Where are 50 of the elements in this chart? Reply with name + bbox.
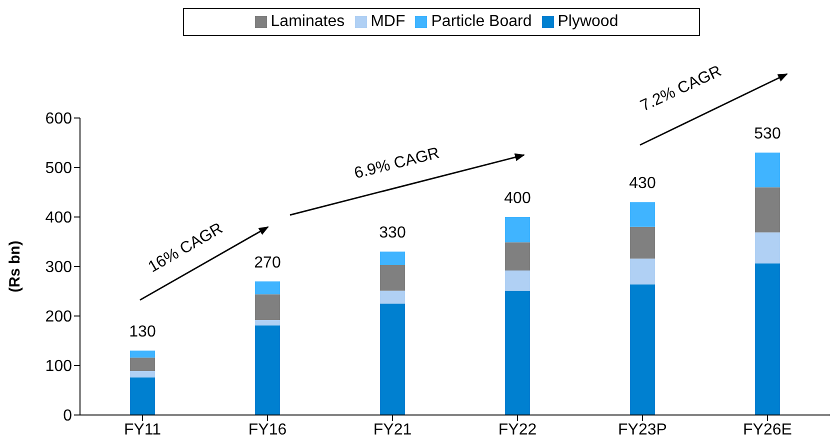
y-tick-label: 400	[45, 210, 72, 227]
bar	[755, 187, 780, 232]
bar	[255, 294, 280, 320]
x-tick-label: FY21	[373, 421, 412, 438]
legend-label: Laminates	[270, 13, 345, 30]
total-label: 330	[379, 224, 406, 242]
total-label: 400	[504, 190, 531, 207]
bar	[380, 265, 405, 291]
bar	[130, 377, 155, 415]
legend-label: Plywood	[558, 13, 618, 30]
total-label: 530	[754, 126, 781, 143]
bar	[130, 358, 155, 371]
bar	[505, 217, 530, 242]
bar	[130, 370, 155, 378]
bar	[380, 304, 405, 415]
x-tick-label: FY11	[124, 421, 162, 438]
x-tick-label: FY23P	[618, 421, 667, 438]
bar	[380, 290, 405, 304]
y-tick-label: 500	[45, 160, 72, 178]
y-axis-title: (Rs bn)	[6, 240, 24, 292]
x-tick-label: FY22	[498, 421, 537, 438]
bar	[505, 270, 530, 291]
y-tick-label: 300	[45, 259, 72, 276]
legend-label: MDF	[370, 13, 406, 30]
total-label: 270	[254, 254, 281, 272]
bar	[630, 258, 655, 284]
y-tick-label: 200	[45, 308, 72, 326]
total-label: 130	[129, 324, 156, 341]
bar	[255, 281, 280, 294]
x-tick-label: FY16	[248, 421, 287, 438]
bar	[755, 264, 780, 415]
text: 7.2% CAGR	[638, 62, 724, 116]
bar	[505, 290, 530, 415]
bar	[630, 202, 655, 227]
annotation: 6.9% CAGR	[352, 144, 442, 182]
bar	[505, 242, 530, 270]
legend-label: Particle Board	[431, 13, 532, 30]
x-tick-label: FY26E	[743, 421, 792, 438]
total-label: 430	[629, 175, 656, 192]
bar	[380, 252, 405, 266]
bar	[130, 350, 155, 358]
bar	[255, 325, 280, 415]
y-tick-label: 100	[45, 358, 72, 376]
y-tick-label: 0	[63, 408, 72, 425]
bar	[630, 226, 655, 259]
bar	[630, 284, 655, 415]
bar	[755, 152, 780, 188]
bar	[755, 232, 780, 264]
y-tick-label: 600	[45, 110, 72, 128]
bar	[255, 320, 280, 326]
